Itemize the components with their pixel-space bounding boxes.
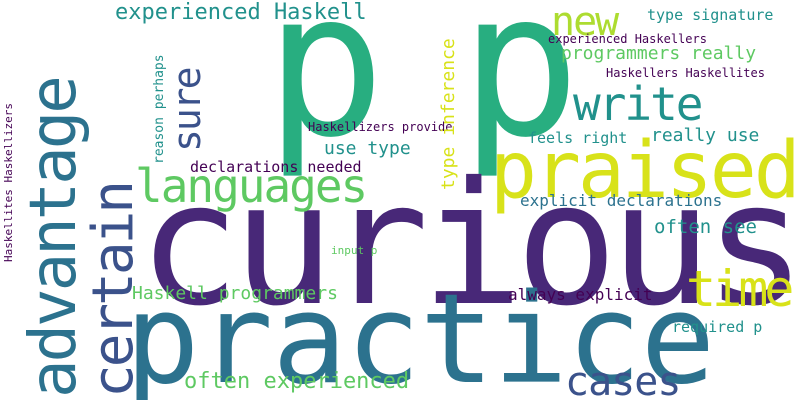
word-p-right: p: [460, 0, 581, 182]
word-often-see: often see: [654, 216, 757, 238]
word-use-type: use type: [324, 138, 411, 159]
word-write: write: [573, 77, 703, 131]
word-languages: languages: [135, 159, 368, 213]
word-haskellizers-provide: Haskellizers provide: [308, 120, 453, 134]
word-certain: certain: [81, 182, 146, 398]
word-really-use: really use: [651, 125, 760, 146]
word-practice: practice: [125, 268, 715, 400]
word-haskellers-haskellites: Haskellers Haskellites: [606, 66, 765, 80]
word-advantage: advantage: [17, 78, 91, 398]
word-feels-right: feels right: [528, 129, 628, 147]
word-cases: cases: [565, 359, 681, 400]
word-often-experienced: often experienced: [184, 369, 410, 394]
word-time: time: [686, 260, 794, 318]
word-haskell-programmers: Haskell programmers: [132, 283, 338, 304]
word-experienced-haskell: experienced Haskell: [115, 0, 367, 25]
word-curious: curious: [138, 146, 800, 344]
word-p-left: p: [265, 0, 386, 182]
word-type-inference: type inference: [438, 38, 459, 190]
word-reason-perhaps: reason perhaps: [152, 54, 167, 164]
word-new: new: [551, 0, 619, 45]
word-input-p: input p: [331, 244, 378, 257]
word-always-explicit: always explicit: [508, 285, 653, 304]
word-required-p: required p: [672, 318, 763, 336]
word-type-signature: type signature: [647, 6, 774, 24]
word-praised: praised: [490, 126, 800, 216]
word-programmers-really: programmers really: [561, 43, 757, 64]
word-experienced-haskellers: experienced Haskellers: [548, 32, 707, 46]
word-sure: sure: [165, 68, 209, 152]
word-declarations-needed: declarations needed: [190, 158, 362, 176]
word-haskellites-haskellizers: Haskellites Haskellizers: [2, 103, 15, 262]
word-explicit-declarations: explicit declarations: [520, 191, 723, 210]
